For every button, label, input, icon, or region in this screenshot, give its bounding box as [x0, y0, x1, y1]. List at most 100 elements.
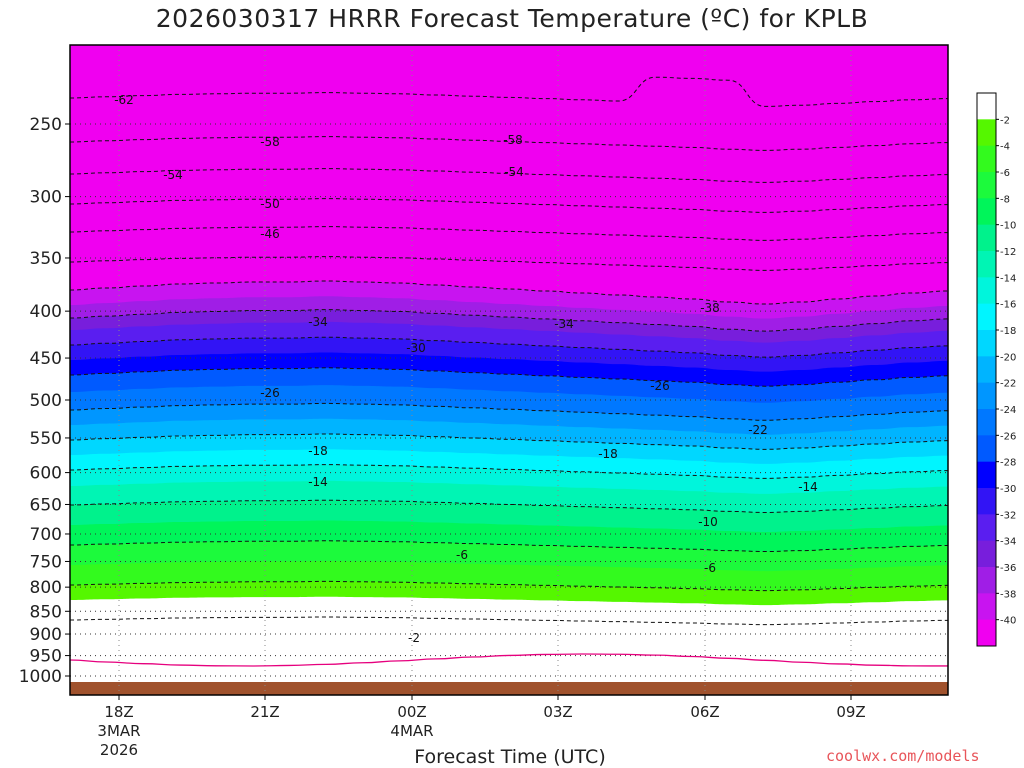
colorbar-frame	[976, 92, 997, 647]
chart-title: 2026030317 HRRR Forecast Temperature (ºC…	[155, 4, 869, 33]
colorbar-swatch	[977, 382, 996, 410]
ground-surface	[70, 682, 948, 695]
contour-label: -18	[598, 447, 618, 461]
colorbar-tick-label: -14	[1000, 273, 1016, 284]
isotherm-upper-0	[70, 76, 948, 107]
colorbar-tick-label: -32	[1000, 510, 1016, 521]
x-tick-year: 2026	[100, 741, 138, 759]
colorbar-swatch	[977, 435, 996, 463]
contour-label: -54	[163, 168, 183, 182]
colorbar-tick-label: -6	[1000, 168, 1010, 179]
colorbar-tick-label: -34	[1000, 537, 1016, 548]
colorbar-swatch	[977, 593, 996, 621]
isotherm--8	[70, 540, 948, 553]
colorbar-swatch	[977, 145, 996, 173]
colorbar-tick-label: -24	[1000, 405, 1016, 416]
colorbar-swatch	[977, 356, 996, 384]
contour-label: -62	[114, 93, 134, 107]
colorbar-tick-label: -2	[1000, 115, 1010, 126]
contour-label: -2	[408, 631, 420, 645]
y-tick-label: 750	[30, 552, 62, 572]
colorbar-tick-label: -22	[1000, 379, 1016, 390]
y-tick-label: 250	[30, 115, 62, 135]
contour-label: -14	[798, 480, 818, 494]
colorbar-tick-label: -40	[1000, 616, 1016, 627]
y-tick-label: 300	[30, 188, 62, 208]
colorbar-swatch	[977, 198, 996, 226]
contour-label: -26	[260, 386, 280, 400]
y-tick-label: 500	[30, 391, 62, 411]
x-tick-date: 4MAR	[390, 722, 433, 740]
colorbar-tick-label: -12	[1000, 247, 1016, 258]
x-tick-label: 03Z	[543, 703, 572, 721]
colorbar-swatch	[977, 461, 996, 489]
contour-label: -18	[308, 444, 328, 458]
contour-label: -54	[504, 165, 524, 179]
plot-frame	[69, 44, 949, 696]
isotherm--4	[70, 580, 948, 592]
contour-label: -22	[748, 423, 768, 437]
colorbar-swatch	[977, 303, 996, 331]
y-tick-label: 450	[30, 349, 62, 369]
colorbar-swatch	[977, 330, 996, 357]
x-tick-label: 18Z	[104, 703, 133, 721]
colorbar-tick-label: -18	[1000, 326, 1016, 337]
contour-label: -6	[704, 561, 716, 575]
y-tick-label: 950	[30, 647, 62, 667]
contour-label: -30	[406, 341, 426, 355]
y-tick-label: 850	[30, 602, 62, 622]
y-tick-label: 700	[30, 525, 62, 545]
y-tick-label: 350	[30, 249, 62, 269]
colorbar-swatch	[977, 567, 996, 594]
x-tick-label: 06Z	[690, 703, 719, 721]
freezing-contour	[70, 653, 948, 667]
colorbar-tick-label: -16	[1000, 300, 1016, 311]
x-tick-label: 09Z	[836, 703, 865, 721]
colorbar-swatch	[977, 93, 996, 120]
colorbar-tick-label: -8	[1000, 194, 1010, 205]
colorbar-swatch	[977, 277, 996, 305]
x-tick-label: 00Z	[397, 703, 426, 721]
contour-label: -34	[308, 315, 328, 329]
x-tick-label: 21Z	[250, 703, 279, 721]
colorbar-tick-label: -28	[1000, 458, 1016, 469]
x-tick-date: 3MAR	[97, 722, 140, 740]
colorbar-tick-label: -4	[1000, 142, 1010, 153]
contour-label: -50	[260, 197, 280, 211]
y-tick-label: 900	[30, 625, 62, 645]
contour-label: -58	[260, 135, 280, 149]
colorbar-tick-label: -20	[1000, 352, 1016, 363]
contour-label: -38	[700, 301, 720, 315]
y-tick-label: 800	[30, 578, 62, 598]
colorbar-swatch	[977, 251, 996, 278]
colorbar-swatch	[977, 119, 996, 147]
contour-label: -10	[698, 515, 718, 529]
colorbar-swatch	[977, 488, 996, 515]
x-axis-label: Forecast Time (UTC)	[414, 746, 606, 768]
contour-label: -26	[650, 379, 670, 393]
y-tick-label: 600	[30, 464, 62, 484]
colorbar-tick-label: -36	[1000, 563, 1016, 574]
colorbar-swatch	[977, 409, 996, 436]
colorbar-tick-label: -10	[1000, 221, 1016, 232]
colorbar-swatch	[977, 224, 996, 252]
colorbar-swatch	[977, 514, 996, 542]
colorbar-swatch	[977, 540, 996, 568]
y-tick-label: 650	[30, 495, 62, 515]
colorbar-tick-label: -30	[1000, 484, 1016, 495]
colorbar-tick-label: -38	[1000, 589, 1016, 600]
contour-label: -46	[260, 227, 280, 241]
colorbar-tick-label: -26	[1000, 431, 1016, 442]
contour-label: -34	[554, 317, 574, 331]
y-tick-label: 550	[30, 429, 62, 449]
contour-label: -6	[456, 548, 468, 562]
y-tick-label: 1000	[19, 667, 62, 687]
isotherm-0	[70, 616, 948, 626]
colorbar-swatch	[977, 172, 996, 199]
y-tick-label: 400	[30, 302, 62, 322]
contour-label: -58	[503, 133, 523, 147]
contour-label: -14	[308, 475, 328, 489]
source-credit[interactable]: coolwx.com/models	[826, 747, 980, 765]
colorbar-swatch	[977, 619, 996, 647]
